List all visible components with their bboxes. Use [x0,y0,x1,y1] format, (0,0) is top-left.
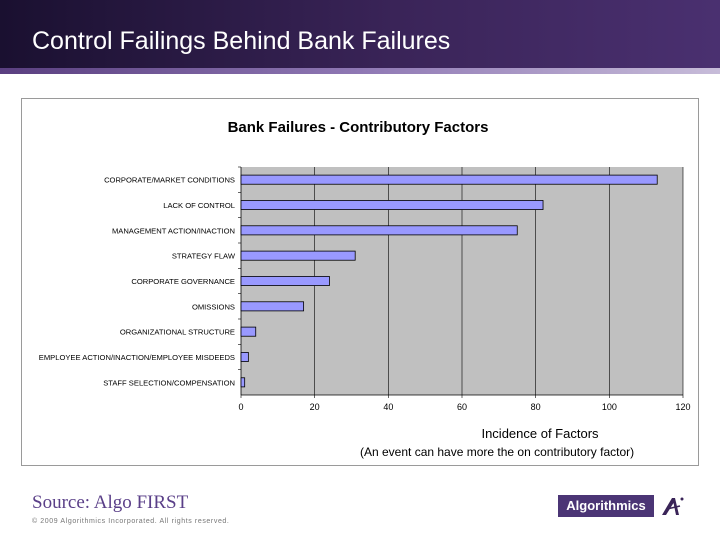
x-tick-label: 80 [531,402,541,412]
bar [240,377,246,388]
category-label: LACK OF CONTROL [163,201,235,210]
chart-frame: CORPORATE/MARKET CONDITIONS LACK OF CONTR… [21,98,699,466]
bar [240,200,544,210]
bar [240,174,658,185]
bar [240,326,257,337]
bar [240,276,330,286]
slide-header: Control Failings Behind Bank Failures [0,0,720,68]
x-tick-label: 40 [383,402,393,412]
bar-chart: CORPORATE/MARKET CONDITIONS LACK OF CONTR… [39,119,691,459]
bar [240,301,305,312]
x-axis-label: Incidence of Factors [481,426,599,441]
source-text: Source: Algo FIRST [32,492,189,513]
category-label: OMISSIONS [192,302,235,311]
bar [240,352,249,362]
page-title: Control Failings Behind Bank Failures [32,27,451,55]
header-rule [0,68,720,74]
x-axis-note: (An event can have more the on contribut… [360,445,634,459]
bar [240,225,518,236]
x-tick-label: 120 [675,402,690,412]
x-tick-label: 60 [457,402,467,412]
x-tick-label: 20 [310,402,320,412]
category-label: ORGANIZATIONAL STRUCTURE [120,328,235,337]
category-label: MANAGEMENT ACTION/INACTION [112,226,235,235]
category-label: STRATEGY FLAW [172,252,236,261]
logo-mark-icon [662,497,684,515]
copyright-text: © 2009 Algorithmics Incorporated. All ri… [32,518,230,525]
x-tick-label: 100 [602,402,617,412]
x-tick-label: 0 [238,402,243,412]
category-label: STAFF SELECTION/COMPENSATION [103,378,235,387]
logo-wordmark: Algorithmics [558,495,654,517]
algorithmics-logo: Algorithmics [558,495,690,517]
category-label: EMPLOYEE ACTION/INACTION/EMPLOYEE MISDEE… [39,353,235,362]
chart-title: Bank Failures - Contributory Factors [228,119,489,136]
category-label: CORPORATE/MARKET CONDITIONS [104,176,235,185]
bar [240,250,356,261]
category-label: CORPORATE GOVERNANCE [131,277,235,286]
